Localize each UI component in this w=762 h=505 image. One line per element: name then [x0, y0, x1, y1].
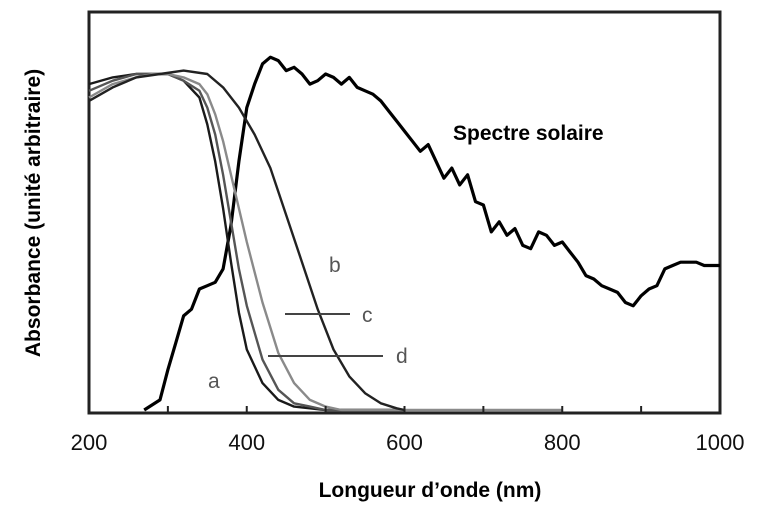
- labels-layer: 200 400 600 800 1000: [71, 430, 745, 455]
- series-line-spectre-solaire: [143, 55, 720, 412]
- series-label-c: c: [362, 304, 373, 327]
- x-tick-label-1000: 1000: [696, 430, 745, 455]
- series-line-b: [88, 69, 405, 412]
- series-layer: [88, 55, 720, 412]
- plot-frame: [87, 10, 722, 415]
- x-tick-label-600: 600: [386, 430, 423, 455]
- x-tick-label-800: 800: [544, 430, 581, 455]
- series-label-a: a: [208, 370, 220, 393]
- ticks-layer: [88, 406, 721, 413]
- series-label-d: d: [396, 345, 408, 368]
- x-tick-label-200: 200: [71, 430, 108, 455]
- x-axis-label: Longueur d’onde (nm): [319, 479, 542, 502]
- y-axis-label: Absorbance (unité arbitraire): [22, 69, 45, 357]
- series-label-spectre-solaire: Spectre solaire: [453, 122, 604, 145]
- series-label-b: b: [329, 254, 341, 277]
- x-tick-label-400: 400: [228, 430, 265, 455]
